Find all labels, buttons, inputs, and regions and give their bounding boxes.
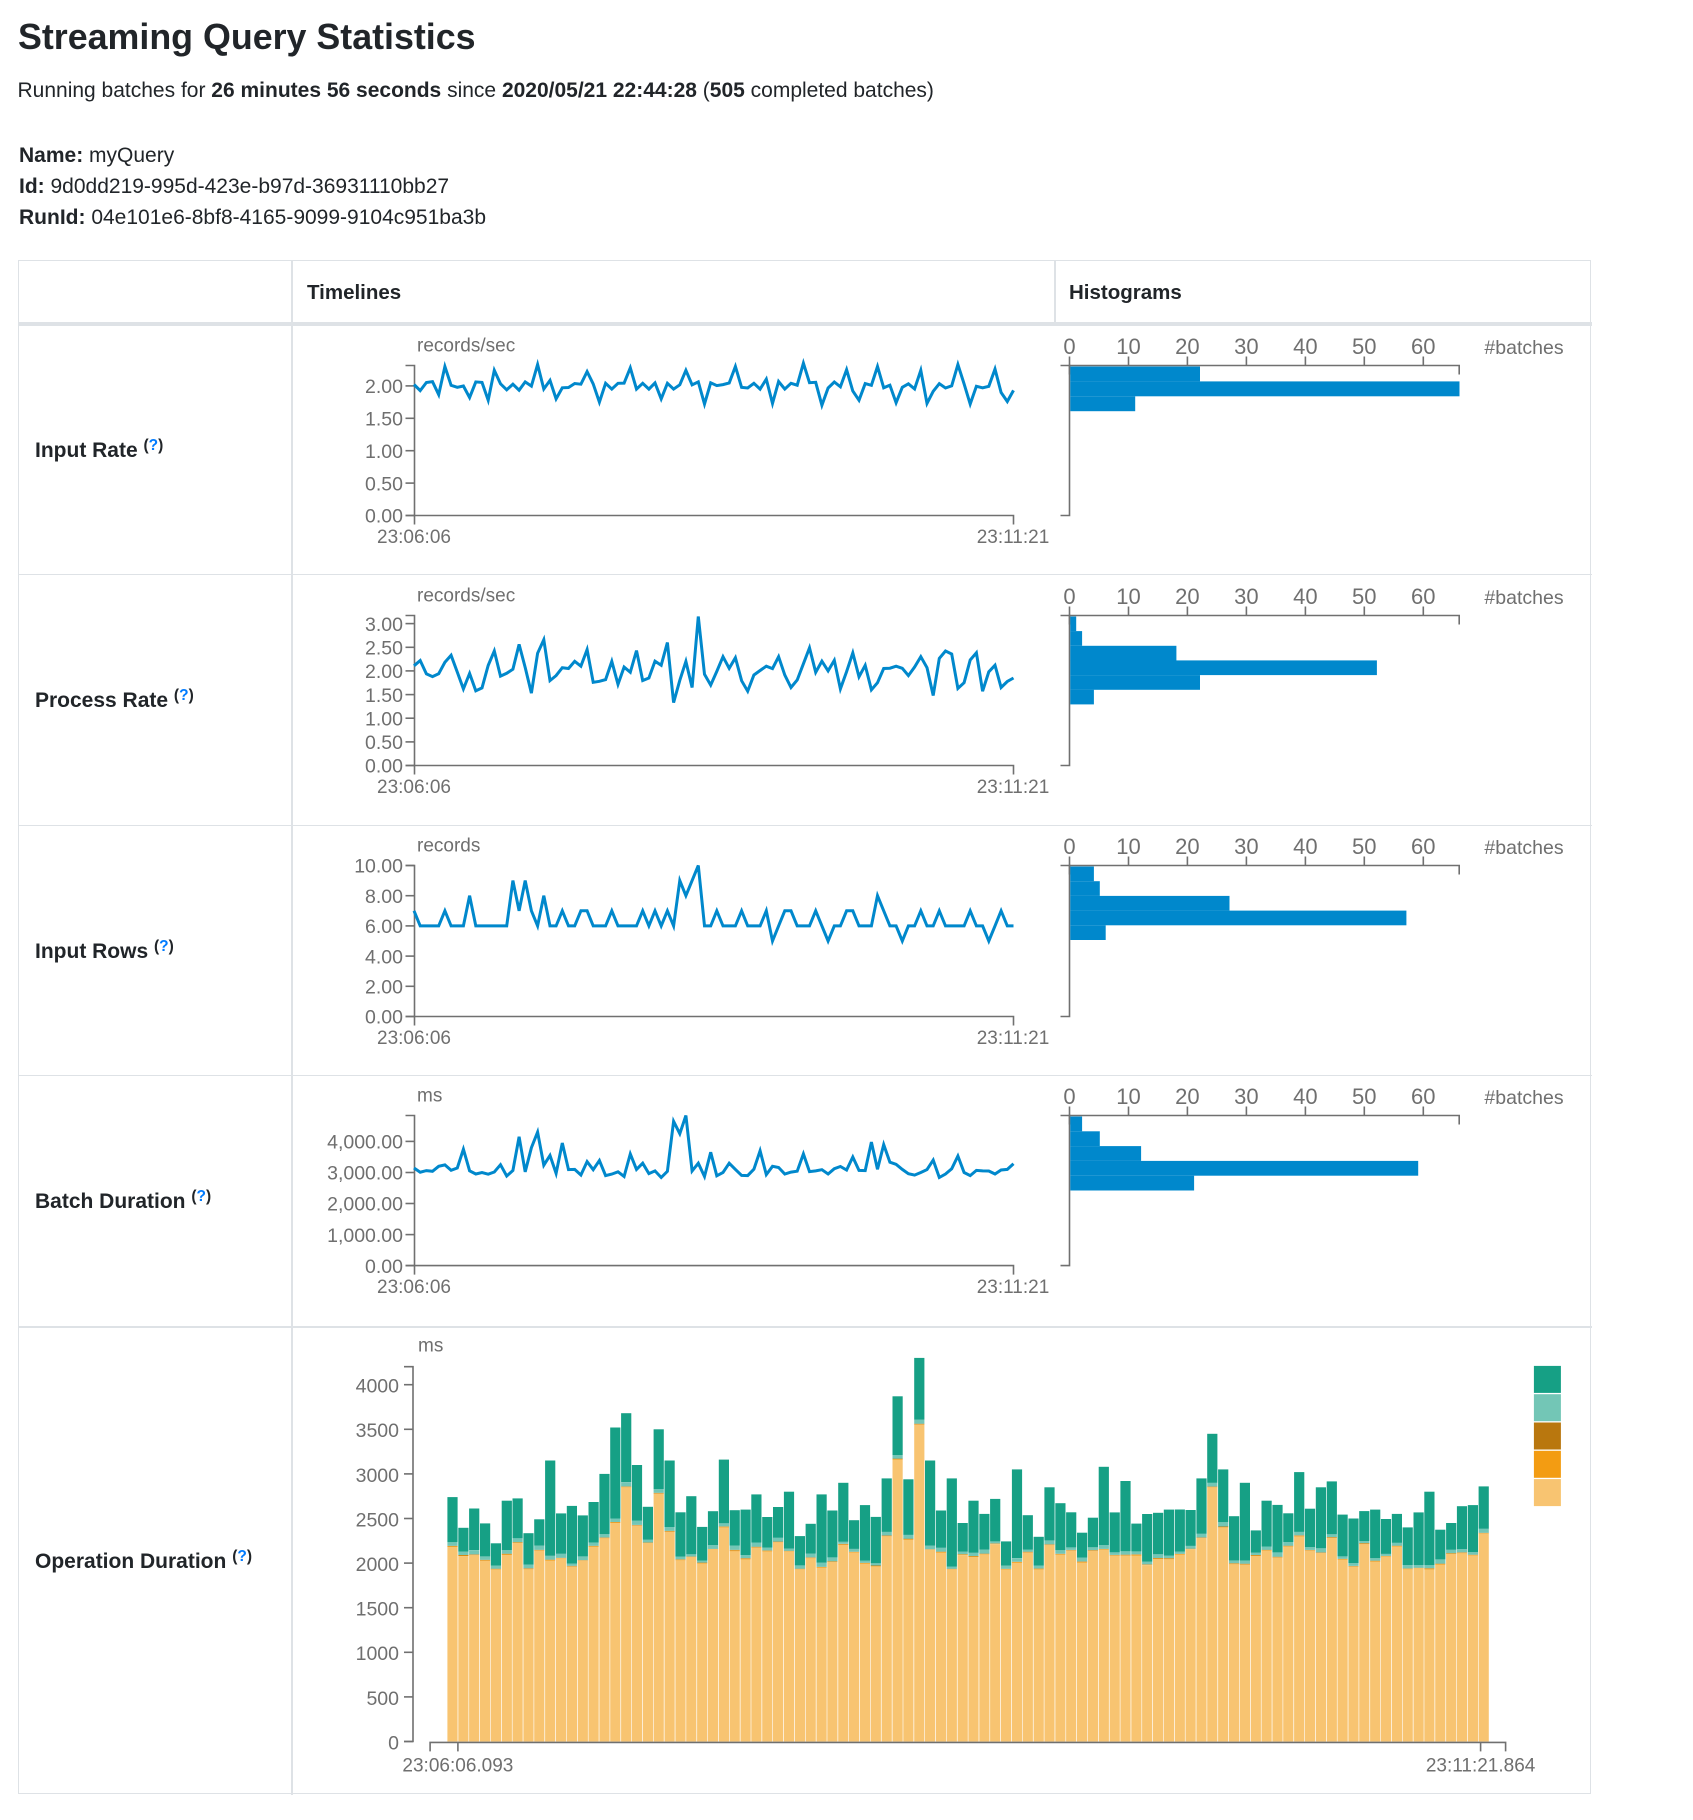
svg-text:23:06:06: 23:06:06 xyxy=(377,1277,451,1298)
svg-text:0.50: 0.50 xyxy=(365,732,403,754)
svg-text:30: 30 xyxy=(1234,334,1258,359)
svg-text:0.00: 0.00 xyxy=(365,506,403,528)
svg-text:40: 40 xyxy=(1293,584,1317,609)
svg-text:3000: 3000 xyxy=(356,1465,400,1487)
svg-text:30: 30 xyxy=(1234,1084,1258,1109)
svg-text:40: 40 xyxy=(1293,834,1317,859)
svg-text:0: 0 xyxy=(388,1732,399,1754)
svg-text:0: 0 xyxy=(1063,1084,1075,1109)
svg-text:4,000.00: 4,000.00 xyxy=(327,1132,403,1154)
svg-text:50: 50 xyxy=(1352,834,1376,859)
svg-text:50: 50 xyxy=(1352,334,1376,359)
svg-text:0.00: 0.00 xyxy=(365,1007,403,1029)
svg-text:23:06:06.093: 23:06:06.093 xyxy=(402,1756,513,1777)
svg-text:10: 10 xyxy=(1116,1084,1140,1109)
svg-text:1500: 1500 xyxy=(356,1599,400,1621)
svg-text:30: 30 xyxy=(1234,834,1258,859)
svg-text:0.00: 0.00 xyxy=(365,1256,403,1278)
svg-text:ms: ms xyxy=(418,1336,443,1357)
svg-text:60: 60 xyxy=(1411,834,1435,859)
svg-text:#batches: #batches xyxy=(1484,337,1563,359)
svg-text:50: 50 xyxy=(1352,584,1376,609)
svg-text:60: 60 xyxy=(1411,584,1435,609)
svg-text:23:06:06: 23:06:06 xyxy=(377,527,451,548)
svg-text:8.00: 8.00 xyxy=(365,886,403,908)
svg-text:2.50: 2.50 xyxy=(365,638,403,660)
svg-text:1,000.00: 1,000.00 xyxy=(327,1225,403,1247)
svg-text:50: 50 xyxy=(1352,1084,1376,1109)
svg-text:2.00: 2.00 xyxy=(365,977,403,999)
svg-text:2000: 2000 xyxy=(356,1554,400,1576)
svg-text:23:11:21.864: 23:11:21.864 xyxy=(1426,1756,1536,1777)
svg-text:0: 0 xyxy=(1063,584,1075,609)
svg-text:20: 20 xyxy=(1175,834,1199,859)
svg-text:#batches: #batches xyxy=(1484,587,1563,609)
svg-text:23:06:06: 23:06:06 xyxy=(377,777,451,798)
svg-text:10: 10 xyxy=(1116,334,1140,359)
svg-text:23:11:21: 23:11:21 xyxy=(977,1277,1050,1298)
svg-text:0.00: 0.00 xyxy=(365,756,403,778)
svg-text:1.50: 1.50 xyxy=(365,685,403,707)
svg-text:10: 10 xyxy=(1116,584,1140,609)
svg-text:records/sec: records/sec xyxy=(417,586,515,607)
svg-text:1.50: 1.50 xyxy=(365,409,403,431)
svg-text:records/sec: records/sec xyxy=(417,336,515,357)
svg-text:500: 500 xyxy=(366,1688,399,1710)
svg-text:6.00: 6.00 xyxy=(365,916,403,938)
svg-text:20: 20 xyxy=(1175,334,1199,359)
svg-text:40: 40 xyxy=(1293,334,1317,359)
svg-text:23:06:06: 23:06:06 xyxy=(377,1028,451,1049)
svg-text:2.00: 2.00 xyxy=(365,376,403,398)
svg-text:20: 20 xyxy=(1175,1084,1199,1109)
svg-text:10.00: 10.00 xyxy=(354,856,403,878)
svg-text:#batches: #batches xyxy=(1484,837,1563,859)
svg-text:#batches: #batches xyxy=(1484,1087,1563,1109)
svg-text:ms: ms xyxy=(417,1086,442,1107)
svg-text:2,000.00: 2,000.00 xyxy=(327,1194,403,1216)
svg-text:10: 10 xyxy=(1116,834,1140,859)
svg-text:20: 20 xyxy=(1175,584,1199,609)
svg-text:0: 0 xyxy=(1063,834,1075,859)
svg-text:60: 60 xyxy=(1411,1084,1435,1109)
svg-text:0: 0 xyxy=(1063,334,1075,359)
svg-text:3,000.00: 3,000.00 xyxy=(327,1163,403,1185)
svg-text:3500: 3500 xyxy=(356,1420,400,1442)
svg-text:23:11:21: 23:11:21 xyxy=(977,527,1050,548)
svg-text:30: 30 xyxy=(1234,584,1258,609)
svg-text:4000: 4000 xyxy=(356,1376,400,1398)
svg-text:2500: 2500 xyxy=(356,1509,400,1531)
svg-text:1.00: 1.00 xyxy=(365,441,403,463)
svg-text:40: 40 xyxy=(1293,1084,1317,1109)
svg-text:3.00: 3.00 xyxy=(365,614,403,636)
svg-text:1000: 1000 xyxy=(356,1643,400,1665)
svg-text:1.00: 1.00 xyxy=(365,708,403,730)
svg-text:60: 60 xyxy=(1411,334,1435,359)
svg-text:records: records xyxy=(417,836,480,857)
svg-text:23:11:21: 23:11:21 xyxy=(977,1028,1050,1049)
svg-text:2.00: 2.00 xyxy=(365,661,403,683)
svg-text:0.50: 0.50 xyxy=(365,473,403,495)
svg-text:4.00: 4.00 xyxy=(365,946,403,968)
svg-text:23:11:21: 23:11:21 xyxy=(977,777,1050,798)
